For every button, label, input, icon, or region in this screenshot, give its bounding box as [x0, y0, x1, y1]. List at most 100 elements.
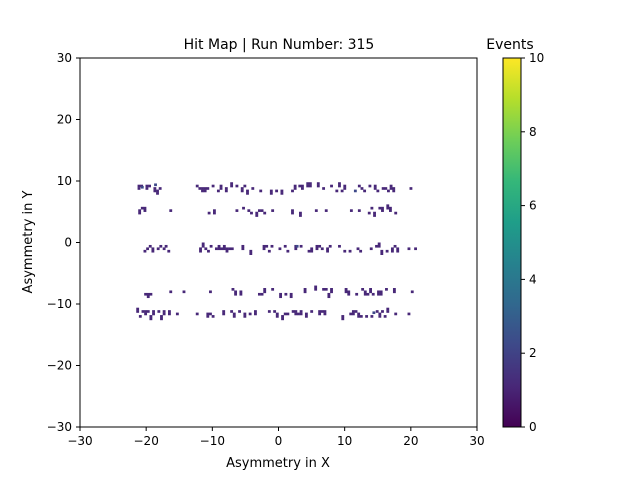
hit-bin — [386, 307, 390, 311]
hit-bin — [154, 183, 157, 187]
hit-bin — [396, 247, 400, 251]
hit-bin — [195, 312, 199, 316]
hit-bin — [270, 244, 274, 248]
hit-bin — [327, 292, 331, 296]
hit-bin — [293, 184, 297, 188]
hit-bin — [393, 244, 397, 248]
hit-bin — [351, 312, 355, 316]
hit-bin — [307, 249, 311, 253]
hit-bin — [225, 249, 229, 253]
hit-bin — [304, 312, 308, 316]
hit-bin — [396, 249, 400, 253]
hit-bins — [136, 182, 417, 321]
hit-bin — [201, 242, 205, 246]
hit-bin — [387, 189, 390, 193]
x-tick-label: −30 — [67, 434, 92, 448]
hit-bin — [320, 310, 324, 313]
hit-bin — [323, 312, 327, 316]
hit-bin — [386, 204, 390, 208]
hit-bin — [370, 206, 374, 210]
hit-bin — [141, 310, 145, 313]
hit-bin — [330, 184, 333, 188]
hit-bin — [234, 292, 238, 296]
hit-bin — [203, 189, 207, 193]
hit-bin — [323, 310, 327, 313]
hit-bin — [383, 315, 387, 318]
hit-bin — [146, 310, 150, 313]
hit-bin — [286, 249, 290, 253]
hit-bin — [338, 182, 341, 185]
hit-bin — [235, 209, 239, 212]
hit-bin — [381, 310, 384, 313]
hit-bin — [222, 247, 226, 251]
hit-bin — [310, 249, 314, 253]
hit-bin — [291, 211, 294, 215]
chart-title: Hit Map | Run Number: 315 — [184, 37, 375, 53]
hit-bin — [324, 209, 328, 212]
hit-bin — [310, 247, 314, 251]
hit-bin — [341, 317, 345, 321]
hit-bin — [207, 211, 211, 215]
hit-bin — [384, 187, 388, 190]
hit-bin — [216, 189, 220, 193]
hit-bin — [314, 285, 318, 289]
hit-bin — [273, 310, 277, 313]
hit-bin — [138, 211, 142, 215]
hit-bin — [201, 187, 204, 190]
hit-bin — [136, 310, 140, 313]
hit-bin — [315, 247, 319, 251]
y-tick-label: 20 — [57, 113, 72, 127]
hit-bin — [359, 249, 363, 253]
x-tick-label: 10 — [337, 434, 352, 448]
hit-bin — [257, 209, 261, 212]
hit-bin — [281, 315, 284, 318]
hit-bin — [144, 292, 148, 296]
hit-bin — [230, 310, 234, 313]
colorbar-ticks: 0 2 4 6 8 10 — [521, 51, 544, 434]
hit-bin — [198, 187, 202, 190]
hit-bin — [348, 249, 352, 253]
hit-bin — [255, 211, 259, 215]
hit-bin — [157, 310, 161, 313]
hit-bin — [240, 187, 244, 190]
hit-bin — [338, 244, 341, 248]
hit-bin — [357, 312, 361, 316]
hit-bin — [385, 288, 388, 291]
hit-bin — [222, 310, 226, 313]
hit-bin — [275, 312, 279, 316]
hit-bin — [373, 187, 377, 190]
hit-bin — [159, 244, 163, 248]
hit-bin — [388, 206, 392, 210]
hit-bin — [164, 244, 168, 248]
hit-bin — [279, 295, 283, 299]
hit-bin — [392, 290, 396, 294]
colorbar-tick-label: 10 — [529, 51, 544, 65]
hit-bin — [380, 249, 384, 253]
hit-bin — [207, 249, 210, 253]
hit-bin — [373, 184, 377, 188]
hit-bin — [239, 290, 243, 294]
hit-bin — [379, 290, 383, 294]
hit-bin — [263, 290, 267, 294]
hit-bin — [327, 295, 331, 299]
hit-bin — [243, 184, 247, 188]
hit-bin — [265, 244, 269, 248]
hit-bin — [138, 315, 142, 318]
x-tick-label: −20 — [134, 434, 159, 448]
hit-bin — [318, 310, 322, 313]
hit-bin — [306, 184, 310, 188]
hit-bin — [314, 288, 318, 291]
hit-bin — [328, 244, 332, 248]
hit-bin — [269, 192, 273, 195]
hit-bin — [294, 310, 298, 313]
hit-bin — [269, 189, 273, 193]
hit-bin — [369, 290, 372, 294]
hit-bin — [378, 312, 382, 316]
hit-bin — [209, 290, 212, 294]
x-tick-label: −10 — [200, 434, 225, 448]
x-axis-ticks: −30 −20 −10 0 10 20 30 — [67, 427, 485, 448]
hit-bin — [377, 290, 380, 294]
hit-bin — [182, 290, 186, 294]
hit-bin — [168, 312, 171, 316]
hit-bin — [326, 247, 329, 251]
